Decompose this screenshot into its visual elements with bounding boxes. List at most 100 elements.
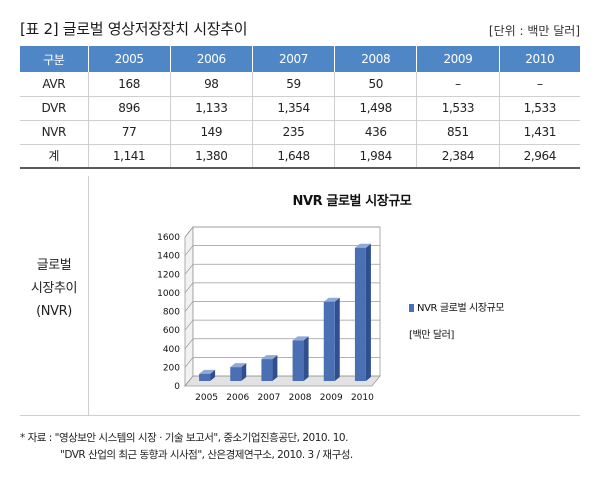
x-tick-label: 2010: [351, 393, 374, 403]
gridline: [184, 375, 380, 387]
y-tick-label: 200: [163, 363, 180, 373]
bar: [354, 247, 366, 381]
table-header-row: 구분 2005 2006 2007 2008 2009 2010: [20, 46, 580, 72]
bar-top: [261, 355, 278, 360]
table-cell: 계: [20, 144, 88, 169]
unit-label: [단위 : 백만 달러]: [488, 24, 580, 38]
bar: [292, 340, 304, 381]
table-row: AVR 168 98 59 50 – –: [20, 72, 580, 97]
chart-panel: 글로벌 시장추이 (NVR) 0 200 400 600 800 1000 1200 1400…: [20, 176, 580, 416]
table-cell: –: [498, 72, 580, 97]
y-tick-label: 1400: [157, 252, 180, 262]
bar-side: [272, 355, 278, 381]
table-cell: 235: [251, 120, 335, 145]
table-cell: –: [416, 72, 500, 97]
table-cell: 1,354: [251, 96, 335, 121]
source-note: * 자료 : "영상보안 시스템의 시장 · 기술 보고서", 중소기업진흥공단…: [20, 430, 580, 464]
table-header-cell: 2010: [498, 46, 580, 72]
table-header-cell: 2008: [334, 46, 417, 72]
table-header-cell: 2005: [87, 46, 171, 72]
bar-top: [323, 297, 340, 302]
table-cell: 896: [87, 96, 171, 121]
nvr-chart: 0 200 400 600 800 1000 1200 1400 1600 2005 2006 200…: [132, 181, 562, 411]
table-cell: 1,648: [251, 144, 335, 169]
x-tick-label: 2006: [226, 393, 249, 403]
table-cell: 168: [87, 72, 171, 97]
table-row-total: 계 1,141 1,380 1,648 1,984 2,384 2,964: [20, 144, 580, 169]
table-cell: 436: [334, 120, 417, 145]
table-cell: 98: [169, 72, 253, 97]
table-header-cell: 구분: [20, 46, 88, 72]
y-tick-label: 1000: [157, 289, 180, 299]
table-cell: NVR: [20, 120, 88, 145]
bar: [261, 359, 273, 381]
bar-side: [365, 243, 371, 381]
table-cell: 1,984: [334, 144, 417, 169]
bar-side: [241, 363, 247, 381]
bar-side: [334, 297, 340, 381]
gridline: [184, 226, 380, 238]
side-label-line: 시장추이: [30, 281, 78, 296]
bar-top: [230, 363, 247, 368]
bar-top: [354, 243, 371, 248]
table-cell: 2,964: [498, 144, 580, 169]
legend-note: [백만 달러]: [409, 330, 454, 341]
table-cell: 50: [334, 72, 417, 97]
bar-side: [303, 336, 309, 381]
bar-top: [199, 369, 216, 374]
y-tick-label: 1200: [157, 270, 180, 280]
y-tick-label: 1600: [157, 233, 180, 243]
gridline: [184, 282, 380, 294]
y-tick-label: 600: [163, 326, 180, 336]
y-tick-label: 800: [163, 308, 180, 318]
document-title: [표 2] 글로벌 영상저장장치 시장추이: [20, 20, 248, 38]
table-cell: 1,141: [87, 144, 171, 169]
chart-svg: 0 200 400 600 800 1000 1200 1400 1600 2005 2006 200…: [157, 225, 381, 403]
table-cell: 1,533: [498, 96, 580, 121]
gridline: [184, 319, 380, 331]
y-tick-label: 0: [174, 382, 180, 392]
table-cell: AVR: [20, 72, 88, 97]
table-cell: DVR: [20, 96, 88, 121]
table-cell: 149: [169, 120, 253, 145]
x-tick-label: 2008: [289, 393, 312, 403]
gridline: [184, 245, 380, 256]
table-cell: 1,380: [169, 144, 253, 169]
bar-top: [292, 336, 309, 341]
market-table: 구분 2005 2006 2007 2008 2009 2010 AVR 168…: [20, 46, 580, 169]
table-header-cell: 2006: [169, 46, 253, 72]
gridline: [184, 301, 380, 312]
bar-side: [210, 369, 216, 381]
gridline: [184, 357, 380, 368]
table-row: NVR 77 149 235 436 851 1,431: [20, 120, 580, 145]
x-tick-label: 2009: [320, 393, 343, 403]
gridline: [184, 263, 380, 275]
side-label-line: (NVR): [36, 304, 72, 319]
legend-item: NVR 글로벌 시장규모: [409, 299, 505, 314]
table-cell: 59: [251, 72, 335, 97]
bar: [199, 373, 211, 381]
table-header-cell: 2007: [251, 46, 335, 72]
table-cell: 1,498: [334, 96, 417, 121]
gridline: [184, 338, 380, 349]
chart-title: NVR 글로벌 시장규모: [292, 194, 412, 209]
table-header-cell: 2009: [416, 46, 500, 72]
x-tick-label: 2005: [195, 393, 218, 403]
table-cell: 851: [416, 120, 500, 145]
side-label-line: 글로벌: [36, 258, 72, 273]
table-cell: 2,384: [416, 144, 500, 169]
table-cell: 1,431: [498, 120, 580, 145]
bar: [323, 301, 335, 381]
y-tick-label: 400: [163, 345, 180, 355]
bar: [230, 367, 242, 381]
table-cell: 1,133: [169, 96, 253, 121]
legend-label: NVR 글로벌 시장규모: [417, 303, 505, 314]
panel-divider: [88, 176, 89, 416]
title-row: [표 2] 글로벌 영상저장장치 시장추이 [단위 : 백만 달러]: [20, 16, 580, 42]
table-row: DVR 896 1,133 1,354 1,498 1,533 1,533: [20, 96, 580, 121]
source-line: * 자료 : "영상보안 시스템의 시장 · 기술 보고서", 중소기업진흥공단…: [20, 432, 348, 444]
table-cell: 1,533: [416, 96, 500, 121]
table-cell: 77: [87, 120, 171, 145]
x-tick-label: 2007: [257, 393, 280, 403]
legend-swatch: [409, 304, 414, 312]
